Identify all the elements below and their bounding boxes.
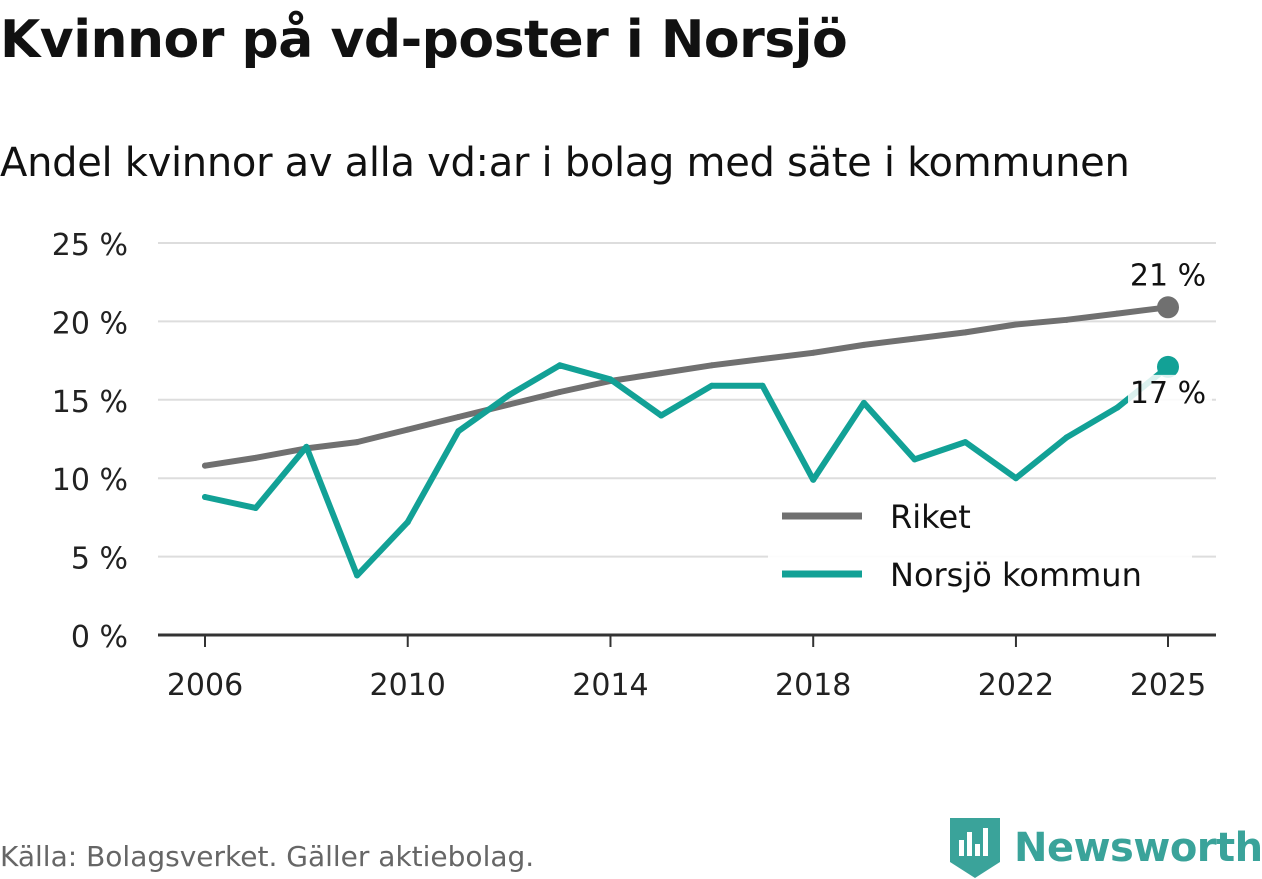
source-note: Källa: Bolagsverket. Gäller aktiebolag. xyxy=(0,840,535,873)
brand-logo: Newsworthy xyxy=(950,818,1262,878)
x-tick-label: 2018 xyxy=(775,668,851,703)
brand-name: Newsworthy xyxy=(1014,825,1262,871)
data-point-riket xyxy=(202,462,208,469)
x-tick-label: 2022 xyxy=(978,668,1054,703)
data-point-norsjo xyxy=(1114,404,1121,411)
data-point-riket xyxy=(556,388,563,395)
end-marker-riket xyxy=(1157,296,1179,319)
chart-title: Kvinnor på vd-poster i Norsjö xyxy=(0,10,848,70)
y-tick-label: 5 % xyxy=(71,542,128,577)
end-label-bg xyxy=(1128,374,1212,409)
series-group xyxy=(202,296,1179,579)
series-line-norsjo xyxy=(202,362,1171,579)
legend-label-norsjo: Norsjö kommun xyxy=(890,556,1142,594)
data-point-norsjo xyxy=(810,476,817,483)
data-point-norsjo xyxy=(962,439,969,446)
data-point-riket xyxy=(1012,321,1019,328)
data-point-norsjo xyxy=(911,456,918,463)
y-tick-label: 25 % xyxy=(52,228,128,263)
data-point-norsjo xyxy=(202,494,208,501)
data-point-norsjo xyxy=(354,572,361,579)
data-point-riket xyxy=(354,439,361,446)
data-point-norsjo xyxy=(708,382,715,389)
data-point-riket xyxy=(1063,316,1070,323)
newsworthy-logo-icon xyxy=(950,818,1000,878)
y-tick-label: 15 % xyxy=(52,385,128,420)
legend-background xyxy=(768,492,1192,612)
data-point-riket xyxy=(810,349,817,356)
data-point-riket xyxy=(759,356,766,363)
data-point-riket xyxy=(658,370,665,377)
end-label-riket: 21 % xyxy=(1130,258,1206,293)
data-point-norsjo xyxy=(1012,475,1019,482)
legend-label-riket: Riket xyxy=(890,498,971,536)
data-point-riket xyxy=(1114,310,1121,317)
data-point-norsjo xyxy=(860,399,867,406)
data-point-norsjo xyxy=(658,412,665,419)
x-tick-label: 2010 xyxy=(370,668,446,703)
data-point-norsjo xyxy=(506,392,513,399)
y-tick-label: 20 % xyxy=(52,306,128,341)
data-point-norsjo xyxy=(404,519,411,526)
data-point-riket xyxy=(455,414,462,421)
y-tick-label: 10 % xyxy=(52,463,128,498)
series-line-riket xyxy=(202,304,1171,469)
data-point-riket xyxy=(506,401,513,408)
data-point-riket xyxy=(911,335,918,342)
y-tick-label: 0 % xyxy=(71,620,128,655)
data-point-norsjo xyxy=(252,504,259,511)
data-point-norsjo xyxy=(303,443,310,450)
data-point-riket xyxy=(962,329,969,336)
data-point-riket xyxy=(708,362,715,369)
chart-subtitle: Andel kvinnor av alla vd:ar i bolag med … xyxy=(0,140,1130,186)
y-axis: 0 % 5 % 10 % 15 % 20 % 25 % xyxy=(52,228,128,655)
data-point-norsjo xyxy=(607,376,614,383)
x-tick-label: 2014 xyxy=(572,668,648,703)
legend: Riket Norsjö kommun xyxy=(768,492,1192,612)
data-point-norsjo xyxy=(759,382,766,389)
end-label-norsjo: 17 % xyxy=(1130,376,1206,411)
data-point-norsjo xyxy=(556,362,563,369)
data-point-riket xyxy=(252,454,259,461)
data-point-riket xyxy=(404,426,411,433)
data-point-norsjo xyxy=(1063,434,1070,441)
x-tick-label: 2006 xyxy=(167,668,243,703)
x-tick-label: 2025 xyxy=(1130,668,1206,703)
data-point-riket xyxy=(860,341,867,348)
data-point-norsjo xyxy=(455,428,462,435)
x-axis: 2006 2010 2014 2018 2022 2025 xyxy=(158,633,1216,703)
end-marker-norsjo xyxy=(1157,355,1179,378)
end-labels: 21 % 17 % xyxy=(1128,258,1212,411)
